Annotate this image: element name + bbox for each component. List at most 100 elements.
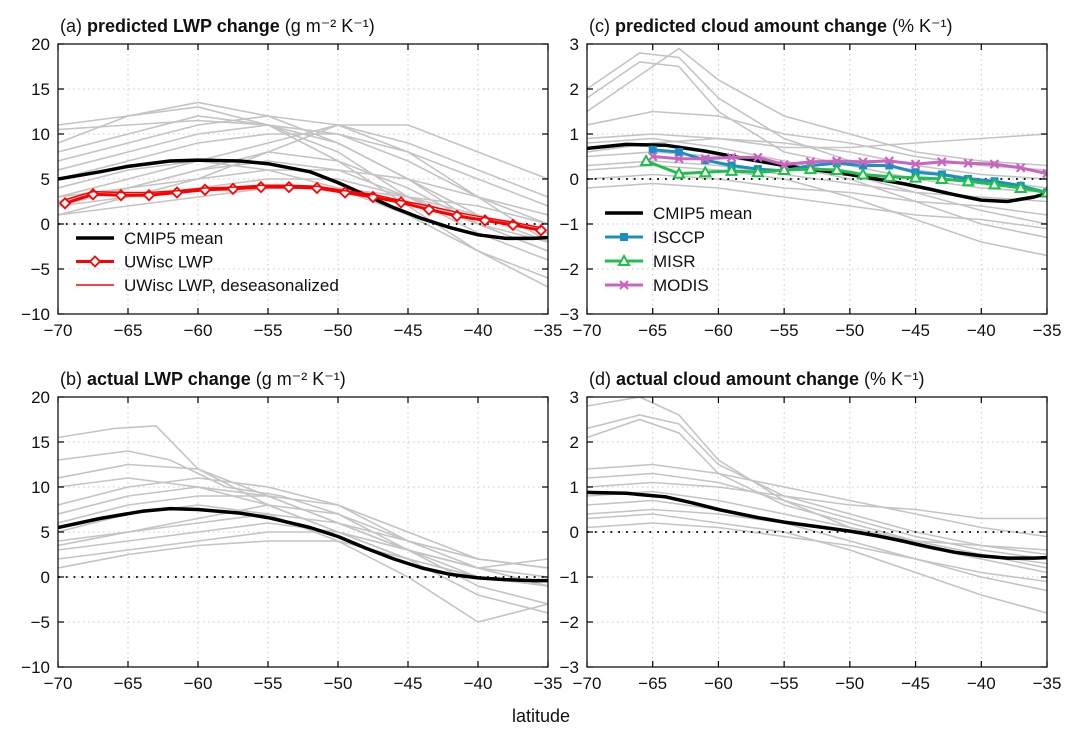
panel-title-units: (g m⁻² K⁻¹) (280, 16, 375, 36)
y-tick-label: 0 (570, 523, 579, 542)
data-point-uwisc-lwp (254, 180, 268, 194)
y-tick-label: 2 (570, 433, 579, 452)
model-line (587, 481, 1047, 520)
y-tick-label: 2 (570, 80, 579, 99)
data-point-uwisc-lwp (170, 186, 184, 199)
y-tick-label: −3 (560, 658, 579, 677)
x-tick-label: −60 (184, 321, 213, 340)
model-line (58, 115, 548, 243)
y-tick-label: −10 (21, 305, 50, 324)
panel-title-main: predicted LWP change (87, 16, 280, 36)
data-point-uwisc-lwp (58, 197, 72, 210)
series-line-misr (645, 159, 1047, 194)
model-line (58, 160, 548, 243)
data-point-modis (963, 158, 973, 169)
model-line (58, 450, 548, 587)
y-tick-label: 1 (570, 125, 579, 144)
data-point-misr (639, 153, 653, 166)
x-tick-label: −40 (967, 674, 996, 693)
data-point-modis (753, 152, 763, 163)
data-point-misr (908, 170, 923, 183)
x-tick-label: −50 (324, 674, 353, 693)
y-tick-label: −1 (560, 215, 579, 234)
data-point-misr (1014, 180, 1028, 193)
model-line (587, 151, 1047, 239)
y-tick-label: 0 (41, 568, 50, 587)
series-line-cmip5-mean (58, 158, 548, 241)
panel-title-units: (% K⁻¹) (859, 369, 925, 389)
panel-title-prefix: (d) (589, 369, 616, 389)
y-tick-label: 15 (31, 433, 50, 452)
model-line (587, 173, 1047, 216)
panel-b: −70 −65 −60 −55 −50 −45 −40 −35−10−505101520(b)… (21, 369, 562, 693)
panel-title: (d) actual cloud amount change (% K⁻¹) (589, 369, 925, 389)
x-tick-label: −70 (573, 674, 602, 693)
data-point-modis (779, 159, 789, 170)
data-point-misr (698, 165, 712, 178)
x-tick-label: −60 (704, 674, 733, 693)
x-tick-label: −50 (835, 321, 864, 340)
x-tick-label: −70 (573, 321, 602, 340)
data-point-modis (858, 157, 868, 167)
x-tick-label: −45 (901, 674, 930, 693)
x-tick-label: −45 (394, 674, 423, 693)
panel-title-main: predicted cloud amount change (615, 16, 887, 36)
model-line (58, 477, 548, 569)
model-line (58, 463, 548, 578)
model-line (587, 499, 1047, 592)
legend-marker (620, 233, 628, 241)
model-line (58, 495, 548, 587)
model-line (58, 115, 548, 225)
y-tick-label: 10 (31, 478, 50, 497)
x-tick-label: −35 (534, 674, 563, 693)
panel-title-prefix: (c) (589, 16, 615, 36)
x-tick-label: −70 (44, 321, 73, 340)
x-tick-label: −35 (534, 321, 563, 340)
series-line-modis (652, 155, 1047, 176)
plot-area (587, 397, 1047, 614)
y-tick-label: 0 (41, 215, 50, 234)
model-line (587, 508, 1047, 551)
panel-a: −70 −65 −60 −55 −50 −45 −40 −35−10−505101520(a)… (21, 16, 562, 340)
x-tick-label: −45 (394, 321, 423, 340)
model-line (58, 522, 548, 605)
panel-title-units: (g m⁻² K⁻¹) (251, 369, 346, 389)
data-point-modis (1015, 162, 1026, 173)
x-tick-label: −65 (638, 674, 667, 693)
legend-label: UWisc LWP (124, 253, 213, 272)
x-tick-label: −55 (254, 321, 283, 340)
data-point-modis (884, 156, 895, 166)
data-point-misr (751, 165, 765, 178)
y-tick-label: 1 (570, 478, 579, 497)
data-point-modis (937, 157, 947, 167)
legend-marker (617, 253, 631, 266)
model-line (587, 472, 1047, 560)
model-line (587, 463, 1047, 538)
x-tick-label: −50 (835, 674, 864, 693)
y-tick-label: 10 (31, 125, 50, 144)
model-line (587, 414, 1047, 556)
data-point-misr (961, 174, 975, 187)
data-point-modis (726, 152, 737, 163)
plot-area (58, 101, 548, 288)
model-line (58, 477, 548, 587)
y-tick-label: 0 (570, 170, 579, 189)
panel-title-prefix: (a) (60, 16, 87, 36)
legend-marker (88, 255, 102, 268)
data-point-modis (674, 153, 684, 164)
data-point-misr (1040, 185, 1047, 198)
panel-title: (b) actual LWP change (g m⁻² K⁻¹) (60, 369, 346, 389)
legend-marker (619, 280, 629, 290)
y-tick-label: 15 (31, 80, 50, 99)
x-tick-label: −55 (254, 674, 283, 693)
model-line (587, 513, 1047, 614)
x-tick-label: −35 (1033, 321, 1062, 340)
model-line (58, 106, 548, 288)
data-point-isccp (885, 161, 894, 170)
model-line (58, 424, 548, 587)
model-line (587, 490, 1047, 569)
legend: CMIP5 mean ISCCP MISR MODIS (605, 204, 752, 295)
data-point-modis (700, 153, 711, 164)
y-tick-label: −10 (21, 658, 50, 677)
